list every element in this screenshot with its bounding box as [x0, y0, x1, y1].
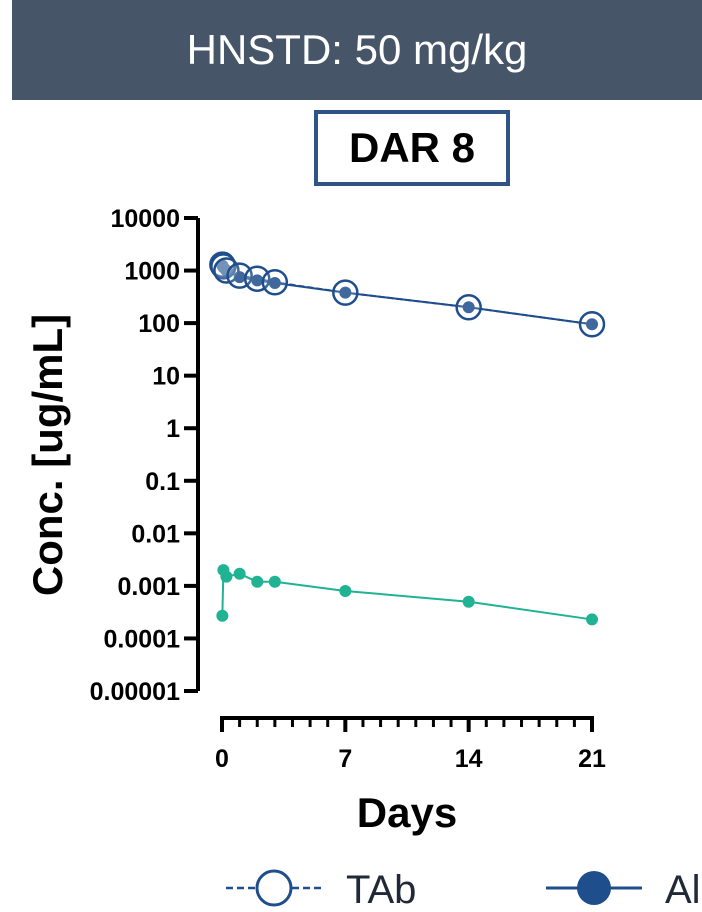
panel-header: HNSTD: 50 mg/kg: [12, 0, 702, 100]
header-title: HNSTD: 50 mg/kg: [186, 26, 528, 73]
data-point: [220, 570, 233, 583]
data-point: [233, 567, 246, 580]
y-tick-label: 1: [166, 415, 180, 443]
data-point: [586, 318, 598, 331]
data-point: [216, 609, 229, 622]
chart-subtitle: DAR 8: [348, 124, 476, 171]
data-point: [455, 294, 482, 321]
series-line: [221, 264, 593, 326]
legend-tab-label: TAb: [346, 868, 416, 912]
chart-subtitle-box: DAR 8: [314, 110, 510, 186]
y-tick-label: 10000: [110, 205, 180, 233]
data-point: [339, 584, 352, 597]
data-point: [332, 279, 359, 306]
y-tick-label: 1000: [124, 258, 180, 286]
y-tick-label: 0.001: [117, 573, 180, 601]
data-point: [462, 595, 475, 608]
data-point: [578, 311, 606, 338]
legend-al-label: Al: [665, 868, 701, 912]
legend-tab-marker: [255, 869, 293, 907]
legend: TAb Al: [226, 868, 701, 912]
y-axis: 10000 1000 100 10 1 0.1 0.01 0.001 0.0001 0.00001: [90, 205, 200, 706]
y-axis-label: Conc. [ug/mL]: [24, 314, 71, 596]
series-layer: [209, 251, 606, 626]
series-tab: [209, 251, 606, 338]
data-point: [251, 575, 264, 588]
data-point: [210, 253, 237, 280]
data-point: [586, 613, 598, 626]
x-tick-label: 0: [215, 745, 229, 773]
y-tick-label: 0.00001: [90, 678, 180, 706]
series-unlabeled: [216, 564, 598, 626]
data-point: [261, 268, 289, 296]
y-tick-label: 0.01: [131, 520, 180, 548]
y-tick-label: 10: [152, 363, 180, 391]
x-axis: 0 7 14 21: [215, 716, 606, 773]
y-tick-label: 0.1: [145, 468, 180, 496]
x-tick-label: 7: [338, 745, 352, 773]
x-tick-label: 21: [578, 745, 606, 773]
x-tick-label: 14: [455, 745, 483, 773]
y-tick-label: 0.0001: [104, 625, 181, 653]
y-tick-label: 100: [138, 310, 180, 338]
x-axis-label: Days: [357, 789, 457, 836]
data-point: [268, 575, 281, 588]
legend-al-marker: [577, 871, 611, 905]
